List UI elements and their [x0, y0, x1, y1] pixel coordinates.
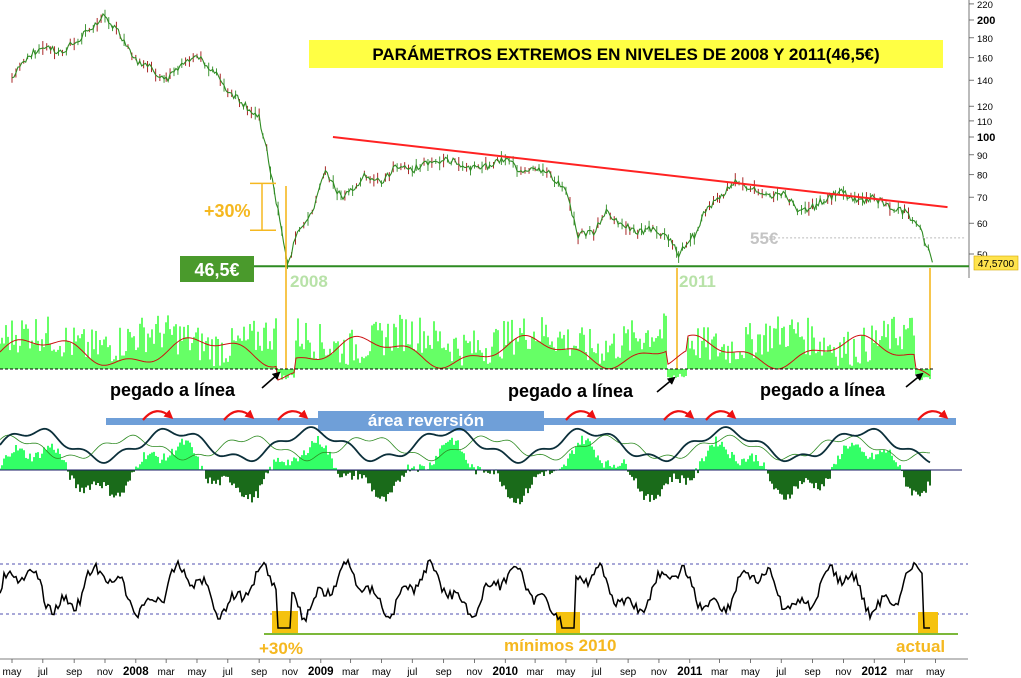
indicator-1-histogram	[0, 313, 931, 381]
x-tick-label: may	[741, 667, 760, 678]
reversion-label-background	[318, 411, 544, 431]
highlight-box	[556, 612, 580, 633]
arrow-pegado-3	[905, 372, 924, 388]
reversion-arrow	[223, 409, 255, 421]
price-tick-label: 120	[977, 102, 993, 113]
annotation-minimos: mínimos 2010	[504, 636, 616, 655]
x-tick-label: sep	[251, 667, 268, 678]
x-tick-label: 2008	[123, 666, 149, 678]
indicator-3-panel: +30% mínimos 2010 actual	[0, 557, 968, 658]
year-marker-label: 2011	[679, 272, 716, 291]
annotation-plus30: +30%	[259, 639, 303, 658]
reversion-arrow	[663, 409, 695, 421]
x-tick-label: mar	[158, 667, 176, 678]
x-tick-label: jul	[37, 667, 48, 678]
indicator-2-histogram	[0, 435, 931, 505]
price-tick-label: 100	[977, 132, 995, 144]
x-tick-label: 2010	[492, 666, 518, 678]
annotation-pegado-1: pegado a línea	[110, 380, 236, 400]
reversion-label: área reversión	[368, 411, 484, 430]
price-axis: 220 200 180 160 140 120 110 100 90 80 70 60 50	[968, 0, 995, 278]
x-tick-label: jul	[406, 667, 417, 678]
indicator-2-main-line	[0, 426, 931, 464]
price-tick-label: 110	[977, 117, 992, 128]
x-tick-label: may	[556, 667, 575, 678]
price-tick-label: 220	[977, 0, 993, 11]
x-tick-label: may	[926, 667, 945, 678]
chart-title: PARÁMETROS EXTREMOS EN NIVELES DE 2008 Y…	[372, 45, 879, 64]
x-tick-label: 2009	[308, 666, 334, 678]
current-value-tag: 47,5700	[973, 255, 1019, 271]
x-tick-label: sep	[805, 667, 822, 678]
x-tick-label: nov	[651, 667, 667, 678]
price-line	[11, 12, 933, 267]
x-tick-label: sep	[436, 667, 453, 678]
annotation-pegado-3: pegado a línea	[760, 380, 886, 400]
price-series	[11, 9, 933, 269]
highlight-box	[272, 611, 298, 633]
x-tick-label: 2011	[677, 666, 703, 678]
x-tick-label: jul	[591, 667, 602, 678]
current-value-label: 47,5700	[978, 259, 1015, 270]
arrow-pegado-1	[261, 371, 281, 389]
x-tick-label: mar	[526, 667, 544, 678]
price-tick-label: 140	[977, 76, 993, 87]
reversion-arrows	[142, 409, 949, 421]
x-tick-label: nov	[835, 667, 851, 678]
reversion-arrow	[565, 409, 597, 421]
x-tick-label: mar	[342, 667, 360, 678]
year-marker-label: 2008	[290, 272, 328, 291]
support-label-badge	[180, 256, 254, 282]
indicator-3-line	[0, 557, 930, 629]
x-tick-label: nov	[97, 667, 113, 678]
highlight-box	[918, 612, 938, 633]
x-tick-label: sep	[66, 667, 83, 678]
orange-guides	[285, 186, 931, 369]
title-background	[309, 40, 943, 68]
price-panel: 220 200 180 160 140 120 110 100 90 80 70 60 50 55€ P…	[11, 0, 1019, 291]
support-label: 46,5€	[194, 260, 239, 280]
x-tick-label: may	[3, 667, 22, 678]
price-tick-label: 160	[977, 54, 993, 65]
x-tick-label: may	[188, 667, 207, 678]
reversion-arrow	[917, 409, 949, 421]
resistance-label: 55€	[750, 229, 779, 248]
indicator-2-thin-line	[0, 434, 931, 462]
reversion-arrow	[277, 409, 309, 421]
price-tick-label: 60	[977, 219, 988, 230]
x-tick-label: nov	[466, 667, 482, 678]
percent-range-bracket	[250, 182, 276, 231]
x-tick-label: mar	[711, 667, 729, 678]
annotation-actual: actual	[896, 637, 945, 656]
price-tick-label: 50	[977, 250, 988, 261]
price-tick-label: 200	[977, 15, 995, 27]
x-tick-label: mar	[896, 667, 914, 678]
reversion-arrow	[142, 409, 174, 421]
indicator-2-panel: área reversión	[0, 409, 962, 505]
x-tick-label: 2012	[861, 666, 887, 678]
price-tick-label: 80	[977, 171, 988, 182]
reversion-arrow	[705, 409, 737, 421]
percent-range-label: +30%	[204, 201, 251, 221]
price-tick-label: 180	[977, 34, 993, 45]
x-tick-label: may	[372, 667, 391, 678]
price-tick-label: 90	[977, 151, 988, 162]
x-tick-label: jul	[222, 667, 233, 678]
annotation-pegado-2: pegado a línea	[508, 381, 634, 401]
arrow-pegado-2	[656, 376, 676, 393]
x-tick-label: sep	[620, 667, 637, 678]
x-tick-label: jul	[775, 667, 786, 678]
indicator-1-panel: pegado a línea pegado a línea pegado a l…	[0, 313, 935, 401]
trendline	[332, 136, 948, 209]
x-tick-label: nov	[282, 667, 298, 678]
x-axis: may jul sep nov 2008 mar may jul sep nov 2009 mar ma…	[0, 658, 968, 678]
price-tick-label: 70	[977, 193, 988, 204]
